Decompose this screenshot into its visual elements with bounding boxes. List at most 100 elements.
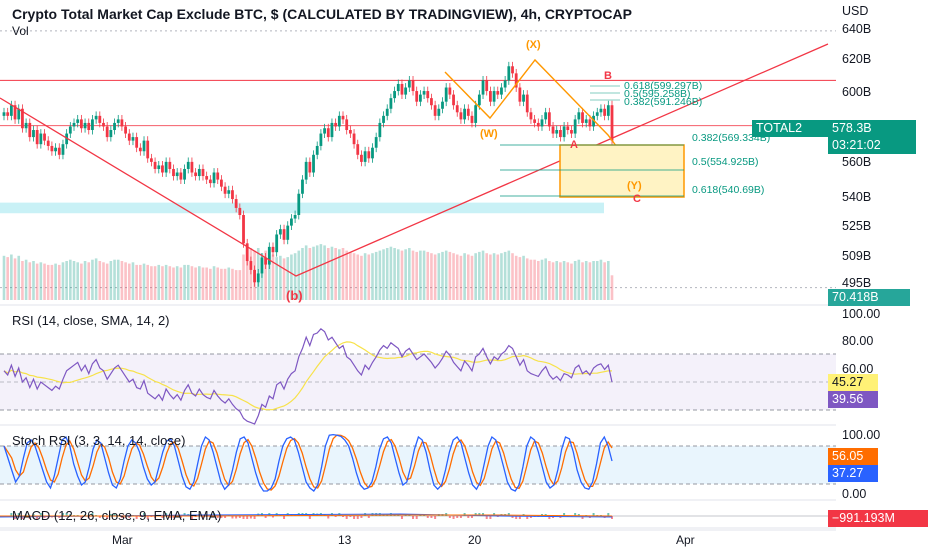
time-label-20: 20 (468, 533, 482, 547)
volume-bar (470, 255, 474, 300)
volume-bar (131, 262, 135, 300)
candle-body (79, 119, 83, 129)
volume-bar (35, 263, 39, 300)
volume-bar (419, 250, 422, 300)
volume-bar (389, 246, 393, 300)
volume-bar (581, 262, 584, 300)
volume-bar (588, 262, 592, 300)
macd-histogram-bar (10, 513, 13, 516)
volume-bar (360, 255, 363, 300)
candle-body (91, 119, 94, 131)
macd-histogram-bar (507, 513, 510, 516)
volume-bar (116, 259, 120, 300)
volume-bar (319, 244, 323, 300)
candle-body (220, 179, 223, 187)
candle-body (496, 91, 500, 95)
support-zone (0, 202, 604, 214)
volume-bar (150, 266, 153, 300)
volume-bar (194, 267, 197, 300)
volume-bar (393, 248, 396, 300)
candle-body (378, 122, 382, 138)
candle-body (157, 165, 161, 169)
macd-histogram-bar (190, 516, 193, 519)
candle-body (540, 119, 544, 127)
time-label-13: 13 (338, 533, 352, 547)
macd-histogram-bar (345, 516, 348, 519)
volume-bar (28, 262, 32, 300)
volume-bar (127, 263, 131, 300)
candle-body (183, 168, 186, 180)
volume-bar (334, 248, 337, 300)
macd-histogram-bar (238, 516, 241, 518)
volume-bar (157, 264, 161, 300)
volume-bar (105, 263, 109, 300)
volume-bar (87, 262, 91, 300)
volume-bar (13, 258, 17, 300)
volume-bar (385, 248, 389, 300)
volume-bar (537, 261, 540, 300)
wave-label-w: (W) (480, 128, 498, 140)
candle-body (547, 112, 551, 127)
candle-body (124, 126, 127, 134)
volume-bar (603, 262, 606, 300)
candle-body (382, 115, 385, 123)
fib-lower-0618: 0.618(540.69B) (692, 184, 765, 196)
candle-body (407, 80, 411, 88)
volume-bar (264, 250, 267, 300)
macd-histogram-bar (168, 516, 171, 518)
price-tick-640: 640B (842, 22, 872, 36)
macd-histogram-bar (135, 516, 138, 519)
volume-bar (356, 254, 360, 300)
candle-body (374, 137, 378, 148)
volume-bar (216, 267, 220, 300)
macd-histogram-bar (496, 516, 499, 517)
candle-body (470, 115, 474, 123)
candle-body (39, 133, 43, 145)
candle-body (212, 172, 216, 184)
candle-body (21, 108, 24, 129)
candle-body (32, 130, 35, 138)
candle-body (161, 165, 164, 173)
macd-histogram-bar (452, 516, 455, 519)
candle-body (297, 193, 301, 216)
candle-body (492, 91, 496, 102)
candle-body (348, 130, 352, 134)
volume-bar (197, 266, 201, 300)
candle-body (61, 144, 65, 155)
candle-body (393, 91, 396, 99)
volume-bar (315, 245, 319, 300)
candle-body (400, 83, 404, 95)
candle-body (227, 190, 231, 194)
macd-histogram-bar (327, 516, 330, 519)
macd-histogram-bar (489, 516, 492, 519)
candle-body (76, 119, 80, 123)
candle-body (113, 122, 116, 131)
volume-bar (83, 261, 87, 300)
volume-bar (61, 262, 65, 300)
currency-label: USD (842, 4, 869, 18)
macd-histogram-bar (308, 516, 311, 519)
macd-histogram-bar (283, 516, 286, 519)
macd-histogram-bar (456, 516, 459, 518)
macd-histogram-bar (21, 516, 24, 519)
volume-bar (21, 261, 24, 300)
time-label-mar: Mar (112, 533, 133, 547)
candle-body (522, 94, 525, 102)
candle-body (404, 87, 408, 95)
volume-bar (161, 266, 164, 300)
fib-upper-0382: 0.382(591.246B) (624, 96, 703, 108)
volume-bar (378, 250, 382, 300)
volume-bar (231, 268, 234, 300)
volume-bar (529, 259, 533, 300)
candle-body (304, 161, 308, 180)
macd-histogram-bar (426, 516, 429, 518)
macd-histogram-bar (515, 516, 518, 519)
volume-bar (459, 255, 463, 300)
candle-body (249, 261, 253, 270)
candle-body (319, 133, 323, 146)
volume-bar (50, 264, 54, 300)
candle-body (50, 145, 54, 152)
candle-body (190, 161, 194, 173)
price-tick-540: 540B (842, 190, 872, 204)
